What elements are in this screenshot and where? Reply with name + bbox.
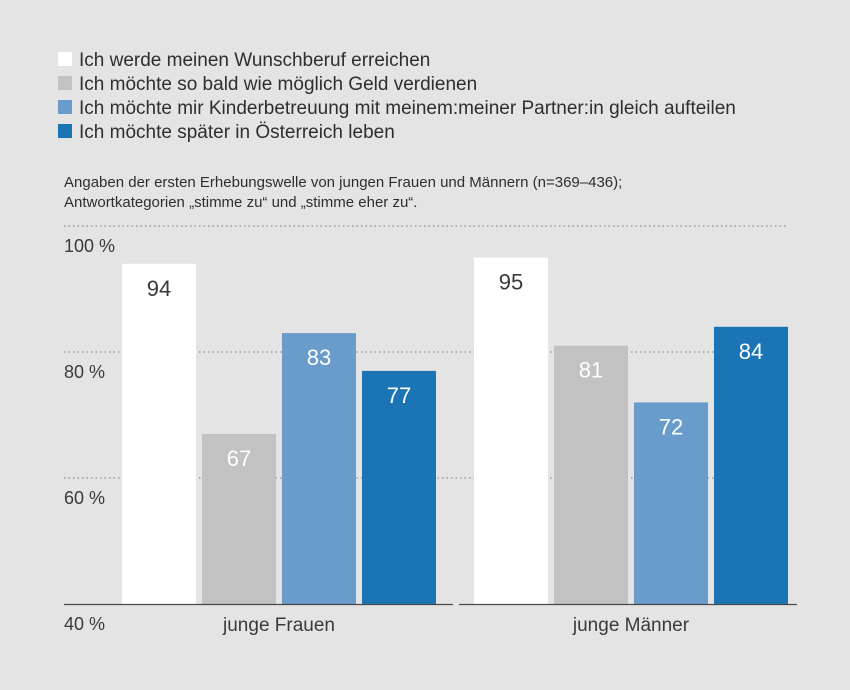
legend-label-3: Ich möchte später in Österreich leben bbox=[79, 122, 395, 143]
chart-subtitle: Angaben der ersten Erhebungswelle von ju… bbox=[64, 174, 622, 211]
bar-value-label-0-0: 94 bbox=[147, 276, 171, 301]
subtitle-line-1: Antwortkategorien „stimme zu“ und „stimm… bbox=[64, 194, 417, 211]
bar-0-0 bbox=[122, 263, 196, 604]
x-category-label-0: junge Frauen bbox=[222, 615, 335, 636]
x-category-label-1: junge Männer bbox=[572, 615, 690, 636]
x-axis-categories: junge Frauen junge Männer bbox=[222, 615, 690, 636]
y-tick-label-100: 100 % bbox=[64, 236, 115, 256]
bar-1-3 bbox=[714, 326, 788, 604]
subtitle-line-0: Angaben der ersten Erhebungswelle von ju… bbox=[64, 174, 622, 191]
y-tick-label-40: 40 % bbox=[64, 614, 105, 634]
bar-1-0 bbox=[474, 257, 548, 604]
bar-0-3 bbox=[362, 370, 436, 604]
y-tick-label-80: 80 % bbox=[64, 362, 105, 382]
bar-value-label-0-2: 83 bbox=[307, 345, 331, 370]
legend-label-0: Ich werde meinen Wunschberuf erreichen bbox=[79, 50, 430, 71]
bar-value-label-1-0: 95 bbox=[499, 270, 523, 295]
y-axis-ticks: 100 % 80 % 60 % 40 % bbox=[64, 236, 115, 634]
bar-0-2 bbox=[282, 333, 356, 604]
bar-value-label-1-2: 72 bbox=[659, 414, 683, 439]
bar-1-1 bbox=[554, 345, 628, 604]
bar-0-1 bbox=[202, 433, 276, 604]
legend-swatch-3 bbox=[58, 124, 72, 138]
legend-label-1: Ich möchte so bald wie möglich Geld verd… bbox=[79, 74, 477, 95]
bar-value-label-1-3: 84 bbox=[739, 339, 763, 364]
legend-label-2: Ich möchte mir Kinderbetreuung mit meine… bbox=[79, 98, 736, 119]
bar-1-2 bbox=[634, 402, 708, 604]
bar-value-label-1-1: 81 bbox=[579, 358, 603, 383]
bar-value-label-0-3: 77 bbox=[387, 383, 411, 408]
legend-swatch-0 bbox=[58, 52, 72, 66]
bars: 94 67 83 77 95 81 72 84 bbox=[122, 257, 788, 604]
legend-swatch-1 bbox=[58, 76, 72, 90]
y-tick-label-60: 60 % bbox=[64, 488, 105, 508]
bar-value-label-0-1: 67 bbox=[227, 446, 251, 471]
legend: Ich werde meinen Wunschberuf erreichen Ic… bbox=[58, 50, 736, 143]
legend-swatch-2 bbox=[58, 100, 72, 114]
